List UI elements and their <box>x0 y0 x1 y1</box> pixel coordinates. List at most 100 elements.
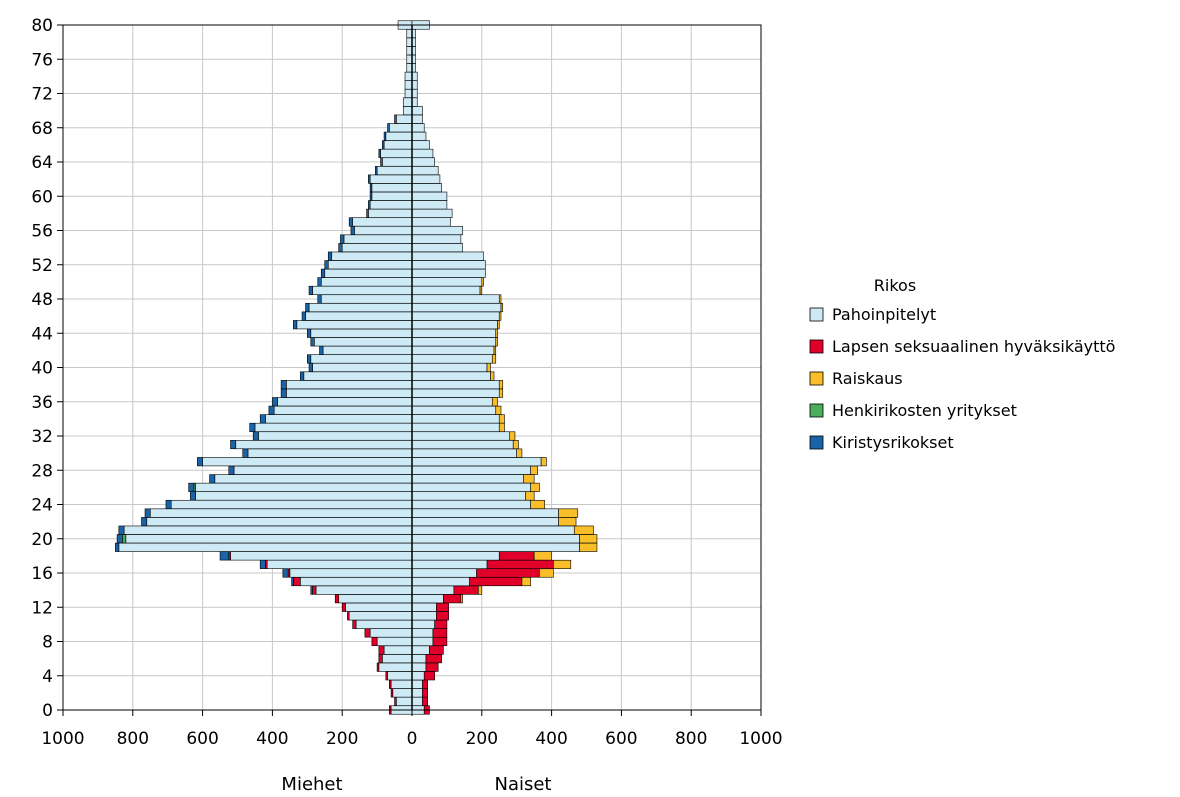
bar-men-kiristysrikokset-age-39 <box>300 371 305 381</box>
bar-men-pahoinpitelyt-age-62 <box>369 174 413 184</box>
bar-women-pahoinpitelyt-age-61 <box>411 183 442 193</box>
bar-men-kiristysrikokset-age-38 <box>280 380 287 390</box>
bar-women-raiskaus-age-41 <box>491 354 497 364</box>
bar-men-pahoinpitelyt-age-16 <box>289 568 413 578</box>
bar-men-kiristysrikokset-age-50 <box>317 277 322 287</box>
bar-women-pahoinpitelyt-age-71 <box>411 97 418 107</box>
legend: Rikos Pahoinpitelyt Lapsen seksuaalinen h… <box>809 276 1115 452</box>
bar-men-kiristysrikokset-age-54 <box>338 243 343 253</box>
bar-men-lapsen-seksuaalinen-hyv-ksik-ytt--age-5 <box>376 662 380 672</box>
bar-women-raiskaus-age-15 <box>521 577 531 587</box>
bar-men-pahoinpitelyt-age-68 <box>389 123 413 133</box>
bar-men-pahoinpitelyt-age-55 <box>343 234 413 244</box>
side-label-men: Miehet <box>281 774 342 795</box>
bar-women-raiskaus-age-24 <box>530 499 545 510</box>
legend-title: Rikos <box>874 276 916 295</box>
bar-men-lapsen-seksuaalinen-hyv-ksik-ytt--age-6 <box>378 654 383 664</box>
bar-men-kiristysrikokset-age-53 <box>327 251 333 261</box>
bar-men-pahoinpitelyt-age-44 <box>310 328 413 338</box>
bar-men-kiristysrikokset-age-18 <box>219 551 230 561</box>
legend-swatch <box>809 435 824 450</box>
bar-men-lapsen-seksuaalinen-hyv-ksik-ytt--age-2 <box>390 688 394 698</box>
bar-men-lapsen-seksuaalinen-hyv-ksik-ytt--age-8 <box>371 636 378 647</box>
bar-men-kiristysrikokset-age-21 <box>118 525 125 535</box>
bar-women-lapsen-seksuaalinen-hyv-ksik-ytt--age-14 <box>453 585 479 595</box>
bar-men-kiristysrikokset-age-29 <box>197 457 203 467</box>
bar-women-raiskaus-age-35 <box>495 405 502 415</box>
bar-men-pahoinpitelyt-age-23 <box>149 508 413 518</box>
bar-men-pahoinpitelyt-age-28 <box>233 465 413 475</box>
x-tick-label: 400 <box>256 729 288 749</box>
y-tick-label: 20 <box>31 530 53 550</box>
bar-women-pahoinpitelyt-age-74 <box>411 71 418 81</box>
bar-women-lapsen-seksuaalinen-hyv-ksik-ytt--age-6 <box>425 654 442 664</box>
bar-women-pahoinpitelyt-age-10 <box>411 619 435 629</box>
bar-women-lapsen-seksuaalinen-hyv-ksik-ytt--age-8 <box>432 636 448 647</box>
bar-men-kiristysrikokset-age-64 <box>380 157 383 167</box>
bar-men-lapsen-seksuaalinen-hyv-ksik-ytt--age-9 <box>364 628 371 638</box>
bar-women-lapsen-seksuaalinen-hyv-ksik-ytt--age-15 <box>469 577 523 587</box>
y-tick-label: 68 <box>31 119 53 139</box>
bar-men-pahoinpitelyt-age-46 <box>305 311 413 321</box>
bar-women-pahoinpitelyt-age-51 <box>411 268 486 278</box>
bar-men-pahoinpitelyt-age-5 <box>378 662 413 672</box>
y-tick-label: 4 <box>42 667 53 687</box>
bar-men-kiristysrikokset-age-47 <box>305 303 310 313</box>
bar-men-pahoinpitelyt-age-72 <box>404 88 413 99</box>
bar-women-pahoinpitelyt-age-63 <box>411 166 439 176</box>
bar-women-pahoinpitelyt-age-47 <box>411 303 502 313</box>
bar-women-pahoinpitelyt-age-44 <box>411 328 497 338</box>
bar-men-pahoinpitelyt-age-60 <box>371 191 413 201</box>
bar-women-raiskaus-age-28 <box>530 465 538 475</box>
bar-men-pahoinpitelyt-age-18 <box>230 551 413 561</box>
bar-men-kiristysrikokset-age-36 <box>272 397 278 407</box>
bar-women-pahoinpitelyt-age-5 <box>411 662 427 672</box>
bar-women-pahoinpitelyt-age-46 <box>411 311 500 321</box>
legend-label: Lapsen seksuaalinen hyväksikäyttö <box>832 337 1115 356</box>
bar-women-raiskaus-age-34 <box>498 414 505 424</box>
bar-women-pahoinpitelyt-age-16 <box>411 568 477 578</box>
legend-swatch <box>809 307 824 322</box>
bar-women-pahoinpitelyt-age-15 <box>411 577 470 587</box>
bar-men-pahoinpitelyt-age-61 <box>371 183 413 193</box>
bar-women-pahoinpitelyt-age-72 <box>411 88 418 99</box>
bar-women-raiskaus-age-30 <box>516 448 523 458</box>
bar-men-pahoinpitelyt-age-35 <box>273 405 413 415</box>
bar-women-pahoinpitelyt-age-38 <box>411 380 500 390</box>
bar-men-pahoinpitelyt-age-66 <box>383 140 413 150</box>
bar-men-lapsen-seksuaalinen-hyv-ksik-ytt--age-3 <box>389 679 392 689</box>
bar-men-pahoinpitelyt-age-4 <box>387 671 413 681</box>
x-tick-label: 200 <box>466 729 498 749</box>
bar-women-pahoinpitelyt-age-11 <box>411 611 437 621</box>
bar-women-lapsen-seksuaalinen-hyv-ksik-ytt--age-2 <box>422 688 429 698</box>
bar-men-kiristysrikokset-age-62 <box>368 174 371 184</box>
bar-women-raiskaus-age-23 <box>558 508 579 518</box>
bar-men-kiristysrikokset-age-31 <box>230 440 237 450</box>
bar-women-raiskaus-age-33 <box>498 422 505 432</box>
bar-women-pahoinpitelyt-age-54 <box>411 243 463 253</box>
bar-men-pahoinpitelyt-age-76 <box>406 54 413 64</box>
bar-men-lapsen-seksuaalinen-hyv-ksik-ytt--age-1 <box>394 696 397 706</box>
bar-men-lapsen-seksuaalinen-hyv-ksik-ytt--age-7 <box>378 645 385 655</box>
bar-men-pahoinpitelyt-age-67 <box>385 131 413 141</box>
legend-label: Pahoinpitelyt <box>832 305 936 324</box>
bar-men-pahoinpitelyt-age-39 <box>303 371 413 381</box>
bar-men-pahoinpitelyt-age-47 <box>308 303 413 313</box>
bar-women-raiskaus-age-45 <box>497 320 500 330</box>
bar-men-kiristysrikokset-age-15 <box>291 577 294 587</box>
bar-men-pahoinpitelyt-age-77 <box>406 46 413 56</box>
bar-men-kiristysrikokset-age-35 <box>268 405 275 415</box>
bar-women-pahoinpitelyt-age-23 <box>411 508 559 518</box>
bar-women-raiskaus-age-37 <box>498 388 504 398</box>
bar-women-pahoinpitelyt-age-27 <box>411 474 524 484</box>
x-tick-label: 200 <box>326 729 358 749</box>
bar-women-pahoinpitelyt-age-60 <box>411 191 448 201</box>
bar-women-pahoinpitelyt-age-4 <box>411 671 425 681</box>
y-tick-label: 32 <box>31 427 53 447</box>
y-tick-label: 44 <box>31 324 53 344</box>
bar-men-pahoinpitelyt-age-7 <box>383 645 413 655</box>
bar-women-pahoinpitelyt-age-39 <box>411 371 491 381</box>
bar-men-pahoinpitelyt-age-78 <box>406 37 413 47</box>
